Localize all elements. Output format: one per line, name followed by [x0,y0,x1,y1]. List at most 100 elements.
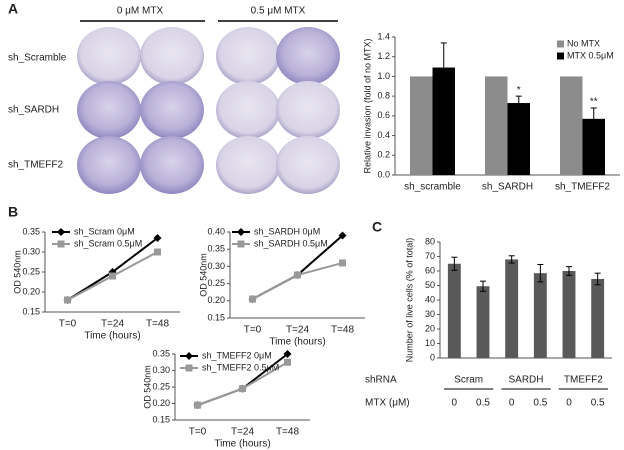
condition-label: 0 μM MTX [117,6,164,17]
y-tick-label: 0.25 [152,381,170,391]
legend-marker [185,352,193,360]
x-axis-label: Time (hours) [84,331,140,342]
y-tick-label: 0.30 [22,246,40,256]
y-axis-label: OD 540nm [12,250,22,294]
bar [476,286,490,358]
x-tick-label: 0 [566,398,572,409]
x-tick-label: T=0 [59,319,77,330]
legend-swatch [557,52,564,60]
marker [249,295,256,303]
y-tick-label: 0.6 [377,110,390,120]
x-tick-label: T=24 [286,325,310,336]
y-tick-label: 80 [425,236,435,246]
dish [216,136,280,194]
bar [507,103,530,175]
marker [239,385,246,393]
y-tick-label: 60 [425,265,435,275]
dish [276,136,340,194]
legend-marker [237,228,245,236]
legend-marker [57,228,65,236]
legend-label: sh_Scram 0μM [74,226,135,236]
x-tick-label: T=0 [244,325,262,336]
marker [194,401,201,409]
y-tick-label: 0.40 [207,226,225,236]
y-tick-label: 1.0 [377,71,390,81]
y-tick-label: 0.25 [22,266,40,276]
y-tick-label: 0.35 [22,226,40,236]
y-tick-label: 0.20 [207,295,225,305]
dish [276,81,340,139]
dish [140,27,204,85]
y-tick-label: 0.15 [207,312,225,322]
y-axis-label: OD 540nm [198,253,208,297]
y-tick-label: 0.20 [22,286,40,296]
row-label: sh_SARDH [8,105,59,116]
dish [77,136,141,194]
y-tick-label: 0.20 [152,398,170,408]
dish [77,27,141,85]
y-tick-label: 50 [425,280,435,290]
x-tick-label: 0.5 [591,398,605,409]
x-tick-label: sh_TMEFF2 [555,182,610,193]
dish [140,81,204,139]
legend-label: sh_TMEFF2 0.5μM [202,362,279,372]
x-tick-label: T=24 [231,427,255,438]
marker [154,248,161,256]
x-tick-label: 0 [509,398,515,409]
bar [562,271,576,358]
condition-label: 0.5 μM MTX [251,6,306,17]
dish [216,27,280,85]
y-tick-label: 1.2 [377,51,390,61]
y-tick-label: 0.30 [207,261,225,271]
y-tick-label: 20 [425,323,435,333]
row-label: shRNA [365,375,397,386]
legend-label: No MTX [567,38,600,48]
y-tick-label: 0.4 [377,130,390,140]
marker [153,234,162,242]
marker [294,271,301,279]
x-tick-label: sh_SARDH [482,182,533,193]
bar [485,76,508,175]
legend-label: MTX 0.5μM [567,50,614,60]
y-tick-label: 0.25 [207,278,225,288]
marker [339,259,346,267]
panel-label: C [372,219,382,235]
panel-label: B [8,204,18,220]
bar [410,76,433,175]
significance-label: * [517,85,521,96]
legend-label: sh_SARDH 0.5μM [254,238,328,248]
legend-marker [185,364,193,372]
x-tick-label: sh_scramble [404,182,461,193]
x-tick-label: 0.5 [476,398,490,409]
y-tick-label: 1.4 [377,31,390,41]
group-label: Scram [454,375,483,386]
row-label: MTX (μM) [365,398,410,409]
marker [109,272,116,280]
legend-swatch [557,40,564,48]
y-tick-label: 0.0 [377,169,390,179]
bar [533,273,547,358]
bar [505,259,519,358]
dish [276,27,340,85]
y-tick-label: 30 [425,309,435,319]
x-axis-label: Time (hours) [214,439,270,450]
bar [582,118,605,175]
y-axis-label: OD 540nm [142,365,152,409]
dish [140,136,204,194]
y-tick-label: 0.30 [152,365,170,375]
x-tick-label: T=48 [146,319,170,330]
dish [216,81,280,139]
marker [284,358,291,366]
x-tick-label: T=48 [276,427,300,438]
legend-label: sh_TMEFF2 0μM [202,350,272,360]
group-label: SARDH [508,375,543,386]
x-axis-label: Time (hours) [269,337,325,348]
y-tick-label: 0.2 [377,150,390,160]
y-tick-label: 40 [425,294,435,304]
significance-label: ** [590,97,598,108]
y-axis-label: Relative invasion (fold of no MTX) [362,38,372,173]
bar [432,67,455,175]
x-tick-label: T=24 [101,319,125,330]
group-label: TMEFF2 [564,375,603,386]
